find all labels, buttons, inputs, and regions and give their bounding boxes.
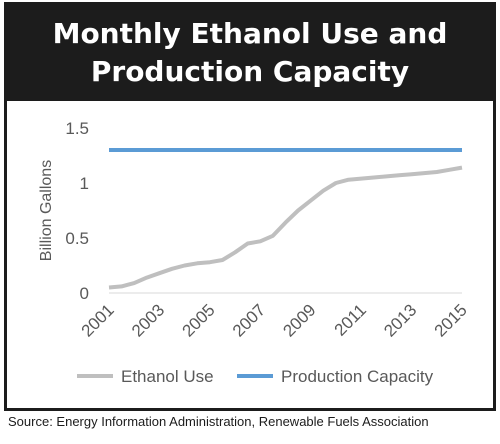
x-tick-label: 2001 [78, 300, 118, 340]
series-lines [108, 148, 463, 290]
series-line-ethanol-use [108, 165, 463, 290]
x-tick-label: 2011 [331, 300, 370, 339]
y-axis-ticks: 0 0.5 1 1.5 [65, 119, 89, 303]
x-tick-label: 2005 [179, 300, 219, 340]
x-tick-label: 2007 [229, 300, 269, 340]
source-note: Source: Energy Information Administratio… [8, 414, 429, 429]
x-tick-label: 2015 [431, 300, 471, 340]
chart-title-line-1: Monthly Ethanol Use and [52, 17, 448, 50]
y-axis-label: Billion Gallons [38, 160, 55, 261]
x-tick-label: 2003 [128, 300, 168, 340]
chart-title: Monthly Ethanol Use and Production Capac… [7, 5, 493, 101]
x-tick-label: 2013 [380, 300, 420, 340]
x-tick-label: 2009 [279, 300, 319, 340]
line-chart: 0 0.5 1 1.5 2001 2003 2005 2007 2009 2011 2013 201… [38, 119, 471, 386]
legend-label: Ethanol Use [121, 367, 214, 386]
x-axis-ticks: 2001 2003 2005 2007 2009 2011 2013 2015 [78, 300, 471, 340]
chart-frame: Monthly Ethanol Use and Production Capac… [4, 2, 496, 411]
y-tick-label: 1 [80, 174, 89, 193]
legend: Ethanol Use Production Capacity [77, 367, 434, 386]
y-tick-label: 0.5 [65, 229, 89, 248]
chart-title-line-2: Production Capacity [90, 55, 410, 88]
y-tick-label: 1.5 [65, 119, 89, 138]
y-tick-label: 0 [80, 284, 89, 303]
legend-label: Production Capacity [281, 367, 434, 386]
